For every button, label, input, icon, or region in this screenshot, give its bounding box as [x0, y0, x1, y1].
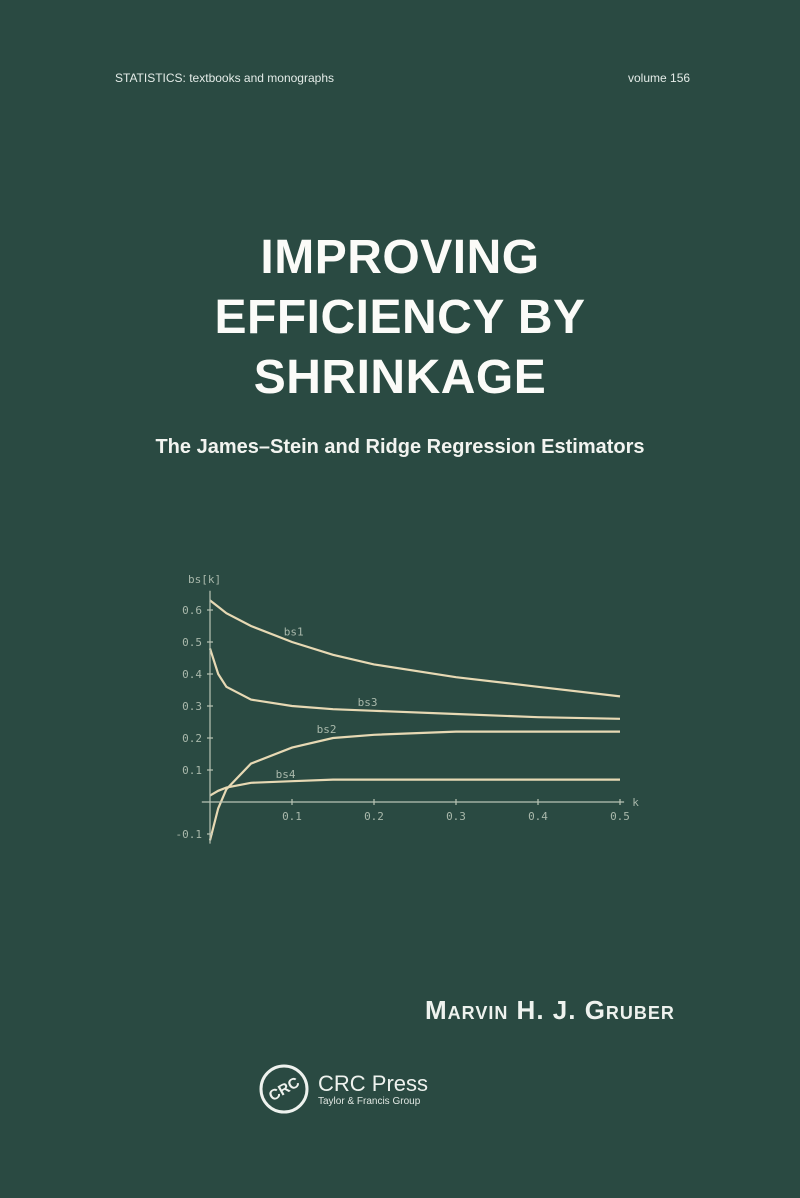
title-line-3: SHRINKAGE — [253, 351, 547, 404]
y-tick-label: 0.2 — [182, 732, 202, 745]
series-bs1 — [209, 599, 621, 698]
publisher-name: CRC Press — [318, 1070, 429, 1096]
series-name: STATISTICS: textbooks and monographs — [115, 71, 334, 85]
book-subtitle: The James–Stein and Ridge Regression Est… — [155, 436, 645, 458]
series-label-bs3: bs3 — [358, 696, 378, 709]
series-label-bs4: bs4 — [276, 768, 296, 781]
title-line-2: EFFICIENCY BY — [214, 291, 586, 344]
y-tick-label: 0.6 — [182, 604, 202, 617]
publisher-group: Taylor & Francis Group — [318, 1095, 421, 1107]
svg-text:CRC: CRC — [266, 1074, 303, 1105]
volume-number: volume 156 — [628, 71, 691, 85]
y-axis-label: bs[k] — [188, 573, 221, 586]
y-tick-label: 0.3 — [182, 700, 202, 713]
series-label-bs2: bs2 — [317, 723, 337, 736]
title-line-1: IMPROVING — [260, 231, 540, 284]
series-bs4 — [209, 778, 620, 797]
x-tick-label: 0.1 — [282, 810, 302, 823]
x-axis-label: k — [632, 796, 639, 809]
publisher-logo: CRC CRC Press Taylor & Francis Group — [258, 1063, 428, 1115]
book-title: IMPROVING EFFICIENCY BY SHRINKAGE — [0, 228, 800, 408]
y-tick-label: -0.1 — [176, 828, 203, 841]
series-bs2 — [208, 730, 620, 841]
crc-logo-icon: CRC — [259, 1064, 309, 1114]
author-name: Marvin H. J. Gruber — [425, 995, 675, 1025]
series-bs3 — [208, 648, 621, 720]
y-tick-label: 0.1 — [182, 764, 202, 777]
series-label-bs1: bs1 — [284, 626, 304, 639]
x-tick-label: 0.2 — [364, 810, 384, 823]
x-tick-label: 0.4 — [528, 810, 548, 823]
shrinkage-chart: 0.1 0.2 0.3 0.4 0.5 -0.1 0.1 0.2 0.3 0.4 0.5 0.6 bs[… — [176, 573, 639, 844]
x-tick-label: 0.5 — [610, 810, 630, 823]
x-tick-label: 0.3 — [446, 810, 466, 823]
y-tick-label: 0.5 — [182, 636, 202, 649]
y-tick-label: 0.4 — [182, 668, 202, 681]
